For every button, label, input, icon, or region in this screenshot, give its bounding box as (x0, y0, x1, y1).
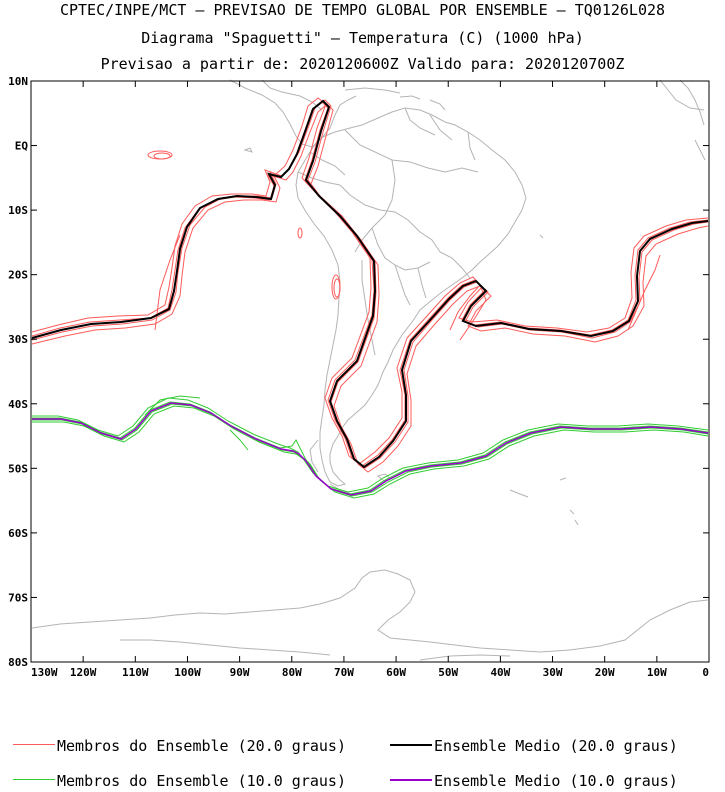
legend-item-mean-10: Ensemble Medio (10.0 graus) (390, 772, 678, 790)
legend-swatch-mean-20 (390, 743, 432, 746)
lon-tick-label: 70W (334, 666, 354, 679)
lon-tick-label: 10W (647, 666, 667, 679)
legend-swatch-members-10 (13, 779, 55, 780)
lon-tick-label: 80W (282, 666, 302, 679)
title-line-2: Diagrama "Spaguetti" – Temperatura (C) (… (141, 29, 584, 47)
lon-tick-label: 50W (438, 666, 458, 679)
lat-tick-label: 60S (8, 527, 28, 540)
lon-tick-label: 120W (70, 666, 97, 679)
lat-tick-label: 70S (8, 591, 28, 604)
lat-tick-label: 50S (8, 462, 28, 475)
legend-label-members-20: Membros do Ensemble (20.0 graus) (57, 737, 346, 755)
title-line-3: Previsao a partir de: 2020120600Z Valido… (100, 55, 625, 73)
legend-label-members-10: Membros do Ensemble (10.0 graus) (57, 772, 346, 790)
lon-tick-label: 0 (702, 666, 709, 679)
lon-tick-label: 40W (490, 666, 510, 679)
lat-tick-label: 20S (8, 269, 28, 282)
ensemble-members-10 (32, 395, 709, 499)
lat-tick-label: 80S (8, 656, 28, 669)
ensemble-mean-10 (32, 402, 709, 496)
lat-tick-label: 10N (8, 75, 28, 88)
legend-label-mean-10: Ensemble Medio (10.0 graus) (434, 772, 678, 790)
legend-label-mean-20: Ensemble Medio (20.0 graus) (434, 737, 678, 755)
lon-tick-label: 100W (174, 666, 201, 679)
map-frame (30, 80, 710, 663)
lon-tick-label: 130W (31, 666, 58, 679)
lon-tick-label: 30W (543, 666, 563, 679)
legend-swatch-members-20 (13, 744, 55, 745)
lat-tick-label: 10S (8, 204, 28, 217)
lon-tick-label: 20W (595, 666, 615, 679)
lat-tick-label: 40S (8, 398, 28, 411)
longitude-axis: 130W 120W 110W 100W 90W 80W 70W 60W 50W 40W 30W 20W… (30, 81, 710, 679)
coastline-layer (31, 79, 709, 661)
lon-tick-label: 110W (122, 666, 149, 679)
ensemble-members-20 (31, 97, 709, 473)
legend-swatch-mean-10 (390, 778, 432, 781)
legend-item-members-20: Membros do Ensemble (20.0 graus) (13, 737, 346, 755)
lon-tick-label: 90W (230, 666, 250, 679)
lat-tick-label: 30S (8, 333, 28, 346)
lat-tick-label: EQ (15, 140, 29, 153)
ensemble-mean-20 (31, 99, 709, 469)
title-line-1: CPTEC/INPE/MCT – PREVISAO DE TEMPO GLOBA… (59, 1, 666, 19)
legend-item-members-10: Membros do Ensemble (10.0 graus) (13, 772, 346, 790)
legend-item-mean-20: Ensemble Medio (20.0 graus) (390, 737, 678, 755)
latitude-axis: 10N EQ 10S 20S 30S 40S 50S 60S 70S 80S (8, 75, 709, 669)
lon-tick-label: 60W (386, 666, 406, 679)
